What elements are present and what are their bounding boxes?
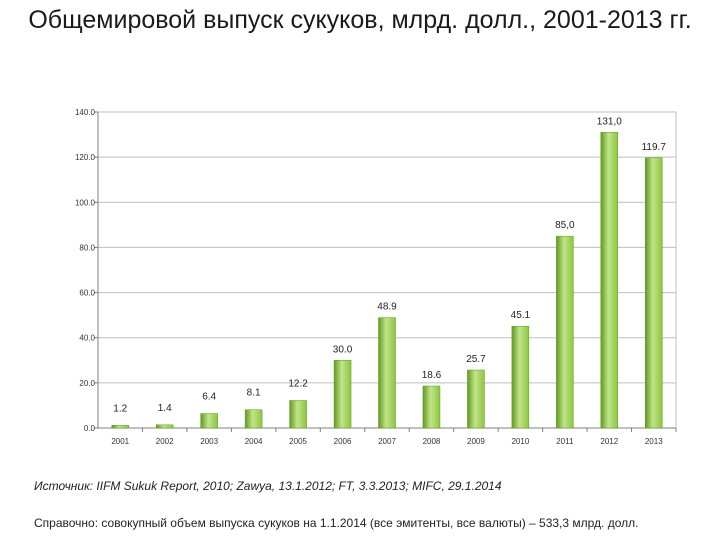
y-tick-label: 140.0 [75,108,96,117]
x-tick-label: 2006 [334,437,352,446]
bar [333,360,352,429]
x-tick-label: 2007 [378,437,396,446]
data-label: 45.1 [511,310,531,321]
x-tick-label: 2003 [200,437,218,446]
data-label: 1.4 [158,403,172,414]
data-label: 25.7 [466,354,486,365]
data-label: 119.7 [642,142,667,153]
bars [111,132,663,429]
bar [600,132,619,429]
x-tick-label: 2012 [600,437,618,446]
x-tick-label: 2008 [423,437,441,446]
x-tick-label: 2002 [156,437,174,446]
source-note: Источник: IIFM Sukuk Report, 2010; Zawya… [34,479,502,493]
x-tick-label: 2004 [245,437,263,446]
data-label: 6.4 [202,392,216,403]
bar [511,325,530,429]
x-tick-label: 2010 [511,437,529,446]
y-tick-label: 40.0 [79,334,95,343]
data-label: 18.6 [422,370,442,381]
bar [467,369,485,429]
y-tick-label: 80.0 [79,243,95,252]
x-tick-label: 2001 [111,437,129,446]
y-tick-label: 100.0 [75,198,96,207]
x-tick-label: 2011 [556,437,574,446]
bar [155,424,174,429]
reference-note: Справочно: совокупный объем выпуска суку… [34,516,639,530]
x-tick-label: 2013 [645,437,663,446]
bar [200,413,218,429]
data-label: 12.2 [288,378,308,389]
y-tick-label: 120.0 [75,153,96,162]
bar [556,235,574,429]
data-label: 1.2 [113,403,127,414]
y-tick-label: 0.0 [84,424,96,433]
data-label: 30.0 [333,344,353,355]
data-label: 48.9 [377,302,397,313]
bar [244,409,263,429]
bar [422,385,441,429]
y-tick-label: 60.0 [79,289,95,298]
x-tick-label: 2009 [467,437,485,446]
y-tick-label: 20.0 [79,379,95,388]
bar [378,317,396,429]
data-label: 131,0 [597,116,622,127]
chart-title: Общемировой выпуск сукуков, млрд. долл.,… [28,6,692,34]
axes: 0.0 20.0 40.0 60.0 80.0 100.0 120.0 140.0 2001 20… [75,108,677,446]
bar [289,400,307,429]
bar [111,425,129,429]
x-tick-label: 2005 [289,437,307,446]
data-labels: 1.2 1.4 6.4 8.1 12.2 30.0 48.9 18.6 25.7 45.1 85,0… [113,116,666,414]
bar [645,157,663,429]
data-label: 85,0 [555,220,575,231]
data-label: 8.1 [247,388,261,399]
